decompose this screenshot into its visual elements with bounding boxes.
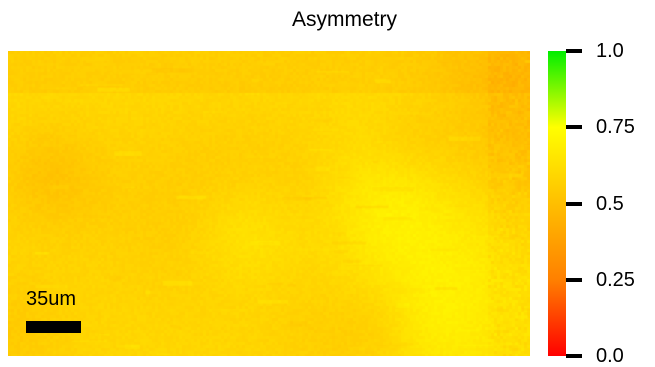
colorbar-tick <box>566 277 582 282</box>
asymmetry-heatmap <box>8 51 530 356</box>
colorbar-tick-label: 0.75 <box>596 116 635 139</box>
colorbar-tick <box>566 354 582 358</box>
chart-title: Asymmetry <box>292 8 397 31</box>
scale-bar <box>26 321 81 333</box>
colorbar-tick-label: 1.0 <box>596 40 624 62</box>
colorbar-tick-label: 0.0 <box>596 345 624 367</box>
colorbar-tick-label: 0.5 <box>596 192 624 215</box>
scale-bar-label: 35um <box>26 288 77 310</box>
colorbar-tick <box>566 201 582 206</box>
colorbar-tick <box>566 125 582 130</box>
colorbar-tick-label: 0.25 <box>596 268 635 291</box>
colorbar <box>548 51 566 356</box>
colorbar-tick <box>566 49 582 53</box>
